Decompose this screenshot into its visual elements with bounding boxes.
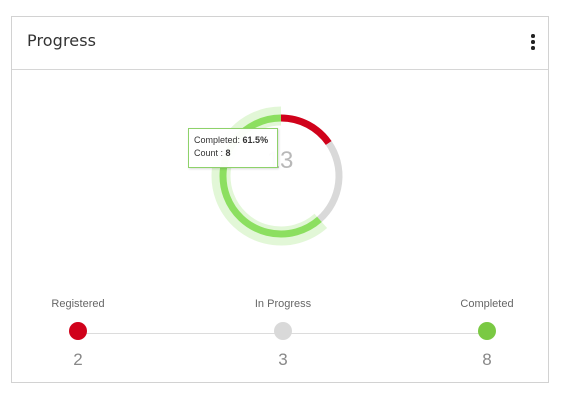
- stage-dot-completed: [478, 322, 496, 340]
- stage-count: 8: [482, 350, 492, 369]
- stage-dot-in-progress: [274, 322, 292, 340]
- stage-label: Registered: [51, 298, 105, 310]
- stage-count: 2: [73, 350, 83, 369]
- tooltip-count-label: Count :: [194, 148, 224, 158]
- stage-label: In Progress: [254, 298, 312, 310]
- card-title: Progress: [27, 31, 97, 50]
- tooltip-count: 8: [225, 148, 231, 158]
- tooltip-percent: 61.5%: [242, 135, 269, 145]
- donut-slice-in-progress[interactable]: [317, 141, 343, 223]
- stage-completed: Completed 8: [427, 298, 547, 369]
- stage-registered: Registered 2: [18, 298, 138, 369]
- stage-label: Completed: [460, 298, 514, 310]
- donut-slice-registered[interactable]: [280, 114, 332, 146]
- card-header: Progress: [12, 17, 548, 70]
- stage-count: 3: [278, 350, 288, 369]
- tooltip-label: Completed:: [194, 135, 241, 145]
- stage-in-progress: In Progress 3: [223, 298, 343, 369]
- donut-slice-completed[interactable]: [219, 114, 322, 238]
- more-vertical-icon[interactable]: [527, 34, 539, 50]
- progress-card: Progress: [11, 16, 549, 383]
- chart-tooltip: Completed: 61.5% Count : 8: [188, 128, 278, 168]
- stage-dot-registered: [69, 322, 87, 340]
